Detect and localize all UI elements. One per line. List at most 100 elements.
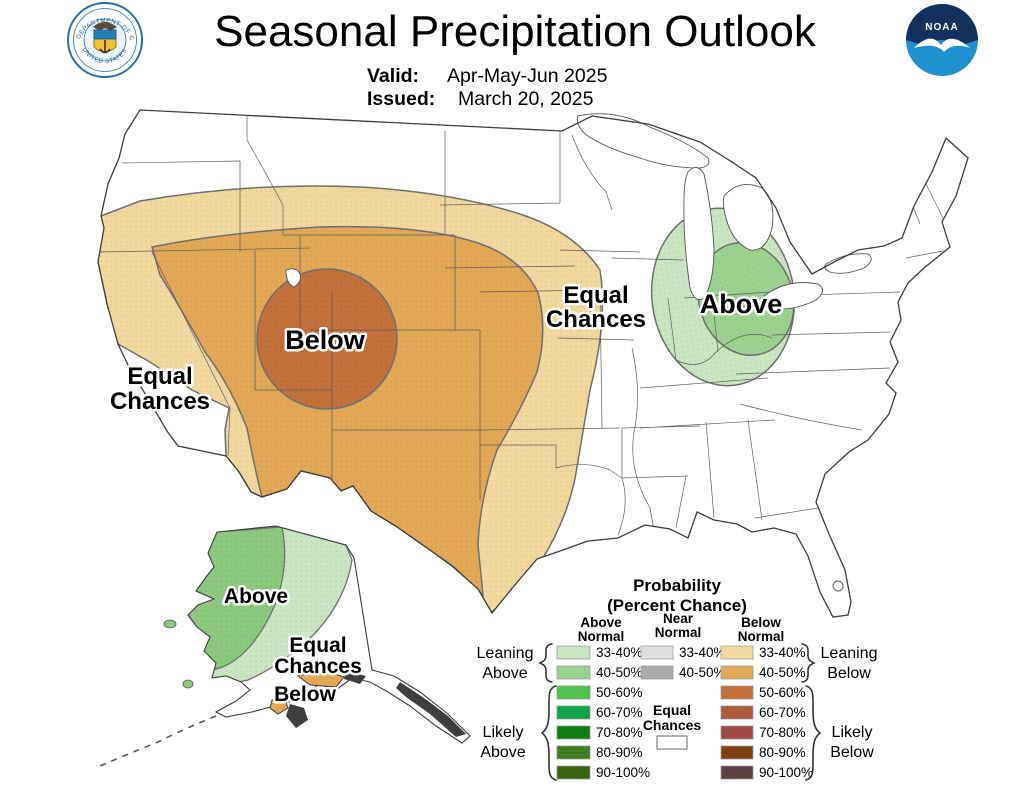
noaa-logo-icon: NOAA: [906, 4, 978, 76]
range-above-6: 90-100%: [596, 765, 650, 780]
swatch-below-50-60: [720, 685, 754, 700]
swatch-below-70-80: [720, 725, 754, 740]
legend-near-labels: 33-40% 40-50%: [679, 645, 726, 680]
label-west-equal-chances-line2: Chances: [110, 388, 210, 415]
likely-below-line1: Likely: [832, 724, 873, 741]
alaska-terrain-shapes: [286, 671, 466, 737]
brace-leaning-above: [538, 643, 553, 683]
leaning-above-line1: Leaning: [477, 645, 534, 662]
swatch-above-50-60: [556, 685, 591, 700]
range-below-0: 33-40%: [759, 645, 806, 660]
likely-below-line2: Below: [830, 744, 874, 761]
issued-label: Issued:: [367, 88, 435, 110]
lake-ontario: [824, 253, 872, 274]
label-alaska-equal-chances-line1: Equal: [289, 634, 346, 657]
st-lawrence-island: [163, 619, 177, 629]
noaa-logo-text: NOAA: [925, 22, 958, 33]
legend-col-below-line1: Below: [741, 615, 781, 630]
issued-value: March 20, 2025: [458, 88, 594, 110]
label-mid-equal-chances-line1: Equal: [563, 282, 628, 309]
label-alaska-equal-chances-line2: Chances: [274, 655, 362, 678]
legend-equal-chances-line2: Chances: [643, 717, 702, 733]
lake-superior: [576, 113, 710, 169]
range-above-0: 33-40%: [596, 645, 643, 660]
legend-above-labels: 33-40% 40-50% 50-60% 60-70% 70-80% 80-90…: [596, 645, 650, 780]
swatch-above-33-40: [556, 645, 591, 660]
range-above-1: 40-50%: [596, 665, 643, 680]
noaa-gull-icon: [914, 38, 970, 52]
swatch-above-80-90: [556, 745, 591, 760]
legend-braces: [538, 643, 822, 781]
swatch-above-70-80: [556, 725, 591, 740]
aleutian-islands: [99, 715, 217, 767]
label-alaska-below: Below: [274, 683, 337, 706]
alaska-map: Above Equal Chances Below: [99, 525, 471, 767]
legend-col-near-line1: Near: [663, 611, 694, 626]
department-of-commerce-seal-icon: DEPARTMENT OF COMMERCE UNITED STATES OF …: [0, 0, 143, 78]
label-west-equal-chances-line1: Equal: [127, 363, 192, 390]
swatch-below-33-40: [720, 645, 754, 660]
great-salt-lake: [285, 268, 301, 288]
label-below: Below: [285, 325, 366, 355]
seal-anchor: [99, 40, 111, 54]
range-below-4: 70-80%: [759, 725, 806, 740]
range-below-2: 50-60%: [759, 685, 806, 700]
range-above-5: 80-90%: [596, 745, 643, 760]
legend-title-line2: (Percent Chance): [607, 596, 747, 615]
leaning-above-line2: Above: [482, 665, 527, 682]
us-map: Equal Chances Below Equal Chances Above: [97, 109, 969, 618]
header: Seasonal Precipitation Outlook Valid: Ap…: [214, 7, 817, 110]
range-below-3: 60-70%: [759, 705, 806, 720]
state-boundaries: [99, 110, 949, 536]
seal-shield-chief: [93, 29, 117, 40]
range-above-2: 50-60%: [596, 685, 643, 700]
brace-leaning-below: [801, 643, 816, 683]
seal-eagle: [93, 22, 117, 31]
lake-michigan: [683, 167, 715, 301]
legend-col-near-line2: Normal: [655, 625, 702, 640]
label-above: Above: [700, 289, 783, 319]
ak-below-patch-2: [269, 696, 289, 715]
leaning-below-line1: Leaning: [821, 645, 878, 662]
legend-col-above-line2: Normal: [578, 629, 625, 644]
great-lakes: [285, 113, 872, 592]
likely-above-line1: Likely: [483, 724, 524, 741]
ak-below-patch-1: [296, 670, 345, 688]
alaska-below-patches: [269, 670, 345, 715]
legend-above-rows: [556, 645, 591, 780]
swatch-near-40-50: [640, 665, 674, 680]
label-mid-equal-chances-line2: Chances: [546, 306, 646, 333]
brace-likely-below: [805, 685, 822, 781]
legend-bracket-labels: Leaning Above Likely Above Leaning Below…: [477, 645, 878, 761]
swatch-above-60-70: [556, 705, 591, 720]
page-title: Seasonal Precipitation Outlook: [214, 7, 817, 56]
range-near-0: 33-40%: [679, 645, 726, 660]
leaning-below-line2: Below: [827, 665, 871, 682]
range-above-3: 60-70%: [596, 705, 643, 720]
legend-col-below-line2: Normal: [738, 629, 785, 644]
range-below-6: 90-100%: [759, 765, 813, 780]
legend: Probability (Percent Chance) Above Norma…: [477, 576, 878, 781]
ak-coast-terrain: [344, 671, 366, 684]
range-below-1: 40-50%: [759, 665, 806, 680]
lake-erie: [762, 282, 823, 310]
ak-kodiak-terrain: [286, 704, 308, 728]
label-alaska-above: Above: [224, 585, 288, 608]
swatch-below-90-100: [720, 765, 754, 780]
nunivak-island: [182, 679, 194, 689]
lake-okeechobee: [832, 580, 844, 592]
lake-huron: [722, 183, 774, 251]
swatch-below-80-90: [720, 745, 754, 760]
equal-chances-swatch: [656, 735, 688, 750]
range-near-1: 40-50%: [679, 665, 726, 680]
valid-label: Valid:: [367, 65, 419, 87]
legend-title-line1: Probability: [633, 576, 721, 595]
swatch-above-40-50: [556, 665, 591, 680]
range-above-4: 70-80%: [596, 725, 643, 740]
legend-col-above-line1: Above: [580, 615, 622, 630]
legend-equal-chances-line1: Equal: [653, 702, 691, 718]
swatch-near-33-40: [640, 645, 674, 660]
likely-above-line2: Above: [480, 744, 525, 761]
legend-below-labels: 33-40% 40-50% 50-60% 60-70% 70-80% 80-90…: [759, 645, 813, 780]
